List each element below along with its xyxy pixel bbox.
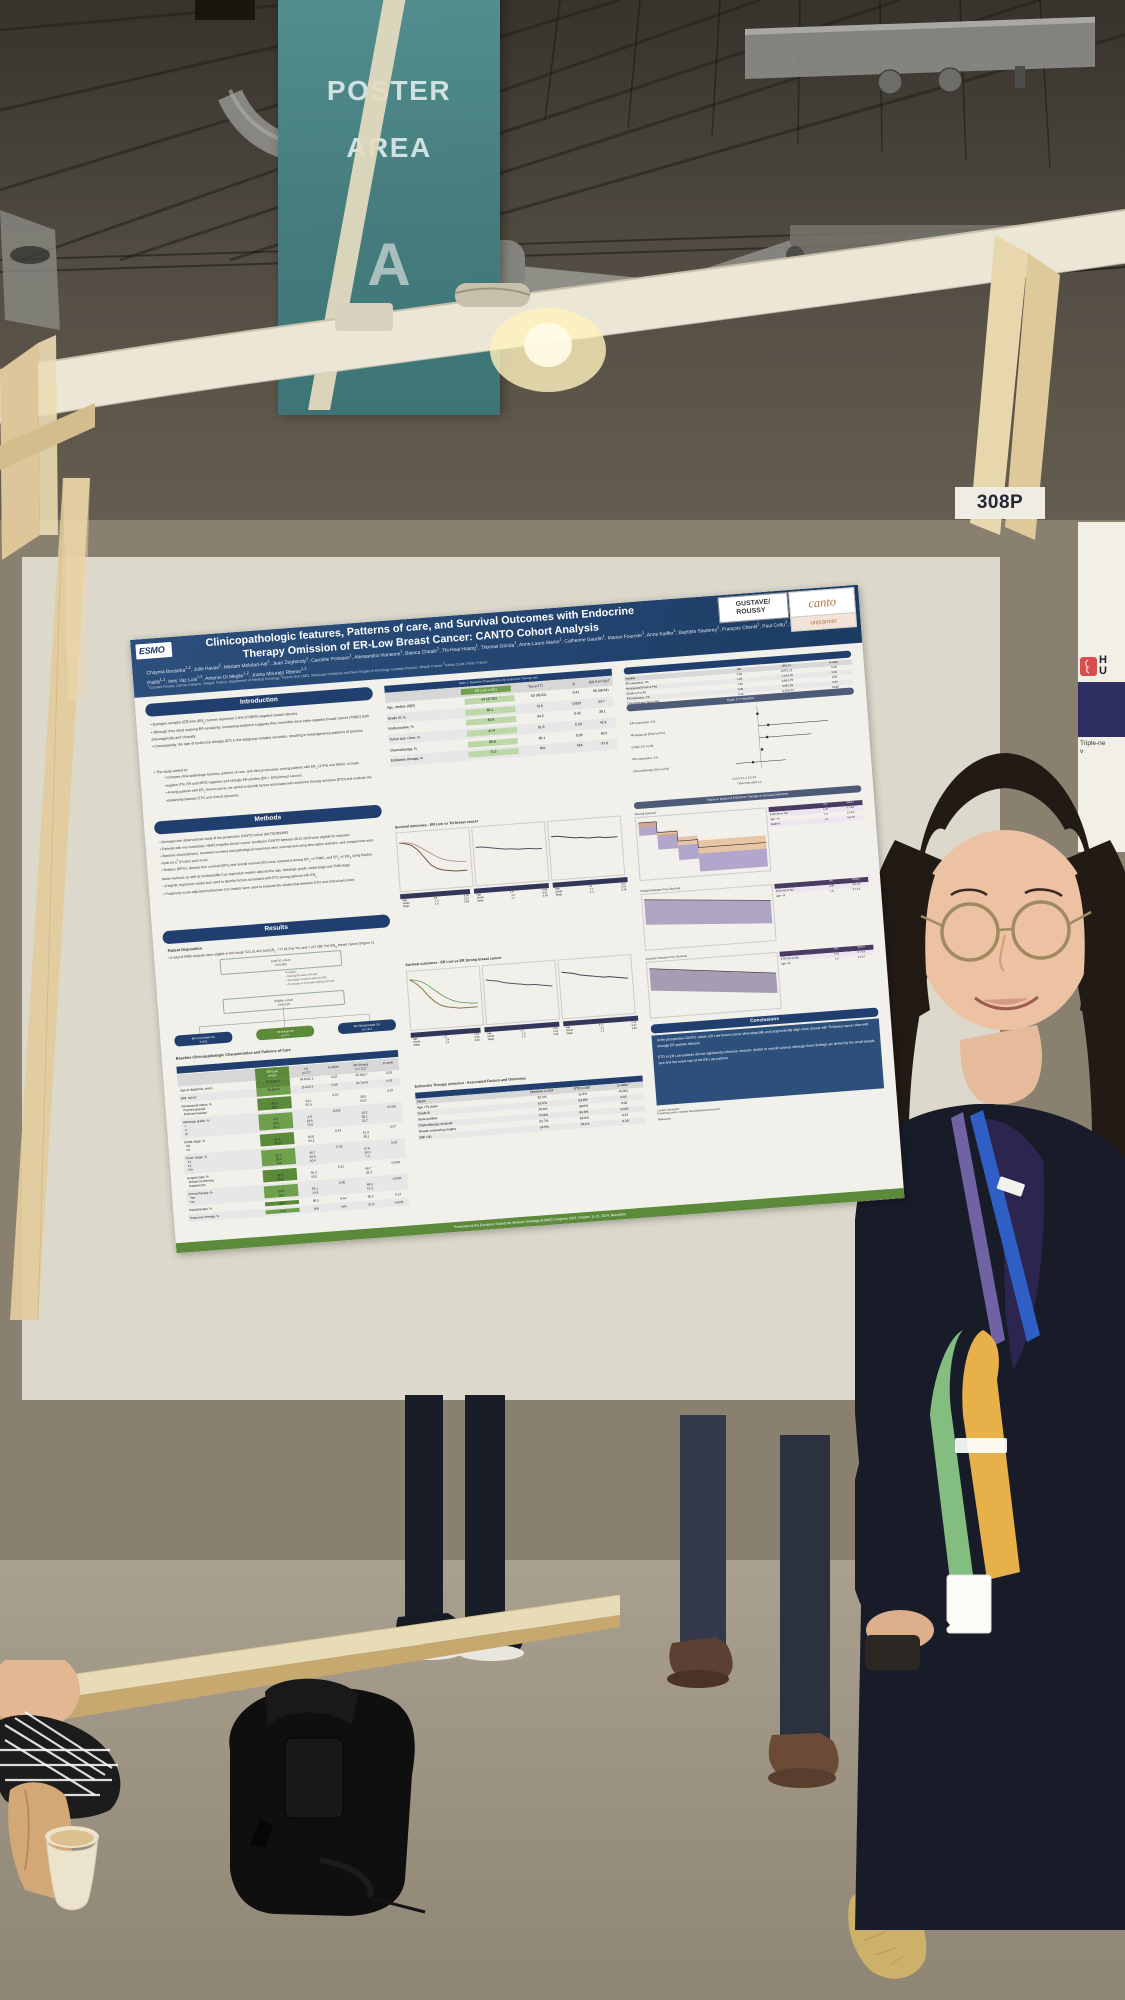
svg-text:Odds Ratio (95% CI): Odds Ratio (95% CI) xyxy=(737,780,761,786)
svg-text:ER expression, 1%: ER expression, 1% xyxy=(630,719,656,725)
svg-text:Menopausal (Post vs Pre): Menopausal (Post vs Pre) xyxy=(631,731,666,738)
svg-text:0.25 0.5 1.0 2.0 4.: 0.25 0.5 1.0 2.0 4.0 xyxy=(732,775,757,781)
svg-text:Chemotherapy (Yes vs No): Chemotherapy (Yes vs No) xyxy=(633,767,669,774)
svg-text:PR expression, 1%: PR expression, 1% xyxy=(632,755,658,761)
svg-text:Grade (I-II vs III): Grade (I-II vs III) xyxy=(631,744,653,750)
